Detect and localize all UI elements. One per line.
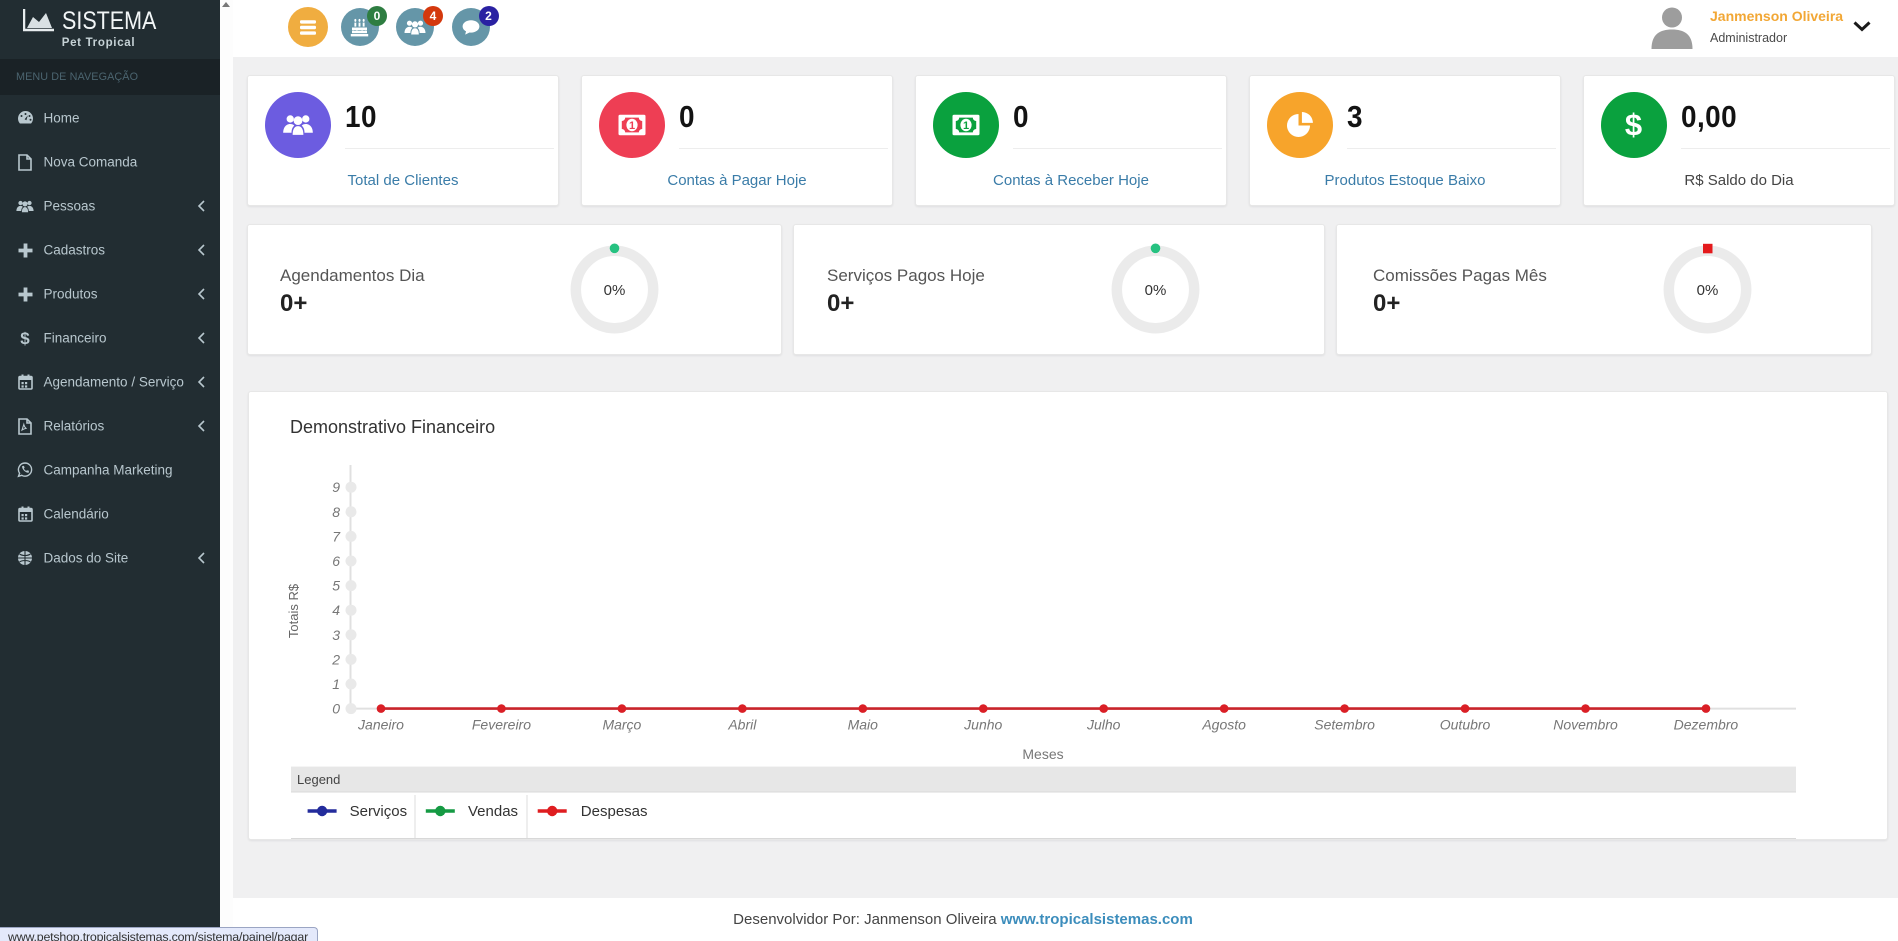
svg-text:Junho: Junho [963, 717, 1002, 733]
svg-text:0%: 0% [1697, 282, 1719, 299]
svg-text:1: 1 [628, 120, 634, 132]
svg-text:Meses: Meses [1022, 746, 1063, 762]
svg-text:Vendas: Vendas [468, 803, 518, 820]
svg-text:8: 8 [332, 504, 340, 520]
svg-text:0%: 0% [1145, 282, 1167, 299]
svg-text:Outubro: Outubro [1440, 717, 1491, 733]
svg-text:1: 1 [962, 120, 968, 132]
svg-text:3: 3 [332, 627, 340, 643]
svg-text:Novembro: Novembro [1553, 717, 1618, 733]
svg-text:7: 7 [332, 528, 341, 544]
svg-text:Março: Março [602, 717, 641, 733]
svg-text:9: 9 [332, 479, 340, 495]
svg-text:5: 5 [332, 578, 340, 594]
svg-text:Legend: Legend [297, 772, 340, 787]
svg-text:Agosto: Agosto [1201, 717, 1246, 733]
svg-text:Janeiro: Janeiro [357, 717, 404, 733]
svg-text:Fevereiro: Fevereiro [472, 717, 531, 733]
svg-text:Setembro: Setembro [1314, 717, 1375, 733]
svg-text:Abril: Abril [727, 717, 757, 733]
svg-text:Serviços: Serviços [350, 803, 408, 820]
svg-text:0: 0 [332, 701, 340, 717]
svg-text:Totais R$: Totais R$ [286, 583, 301, 638]
svg-text:4: 4 [332, 602, 340, 618]
svg-text:6: 6 [332, 553, 340, 569]
svg-text:0%: 0% [604, 282, 626, 299]
svg-text:Dezembro: Dezembro [1674, 717, 1739, 733]
svg-text:Maio: Maio [848, 717, 879, 733]
svg-text:1: 1 [332, 676, 340, 692]
svg-text:Julho: Julho [1086, 717, 1121, 733]
svg-text:2: 2 [331, 651, 340, 667]
svg-text:Despesas: Despesas [581, 803, 648, 820]
